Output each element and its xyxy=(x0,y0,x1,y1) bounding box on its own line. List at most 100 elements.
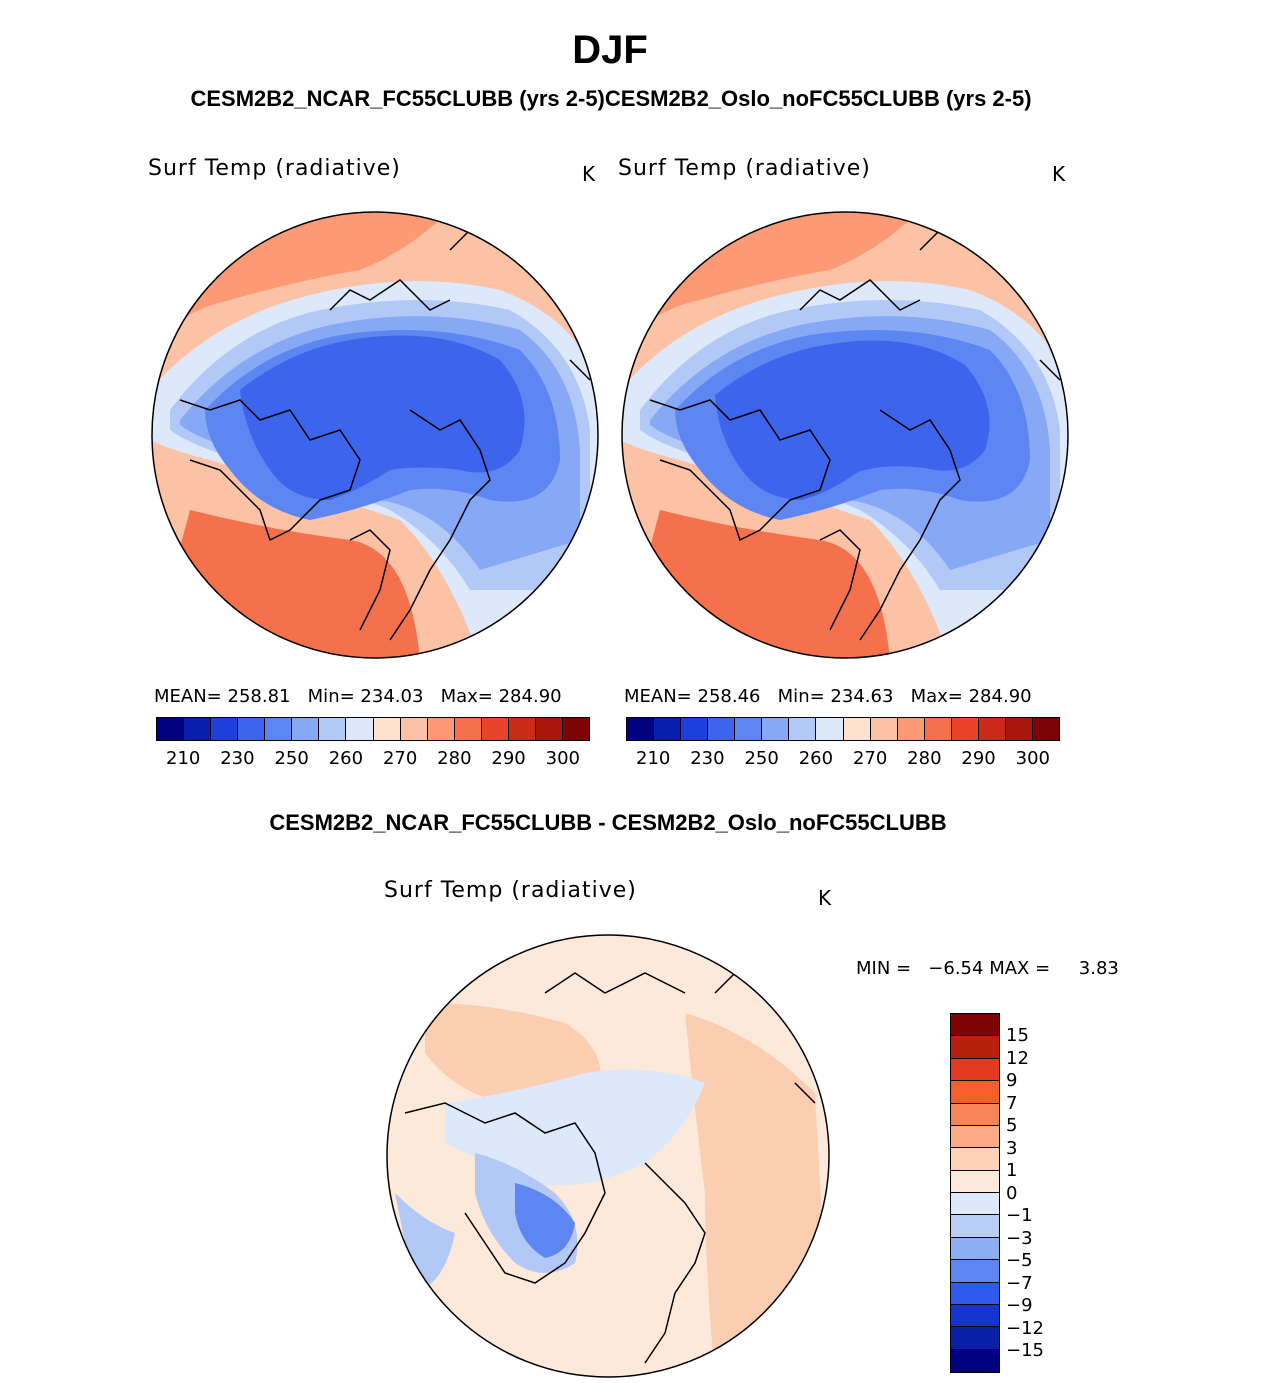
coastlines xyxy=(179,229,591,641)
colorbar-tick-label: 0 xyxy=(1006,1182,1018,1204)
colorbar-swatch xyxy=(951,718,979,740)
colorbar-swatch xyxy=(157,718,185,740)
colorbar-tick-label: 280 xyxy=(907,748,942,769)
diff-title: Surf Temp (radiative) xyxy=(384,878,637,903)
models-subtitle: CESM2B2_NCAR_FC55CLUBB (yrs 2-5)CESM2B2_… xyxy=(190,86,1032,111)
coastlines xyxy=(649,229,1061,641)
colorbar-tick-label: 270 xyxy=(852,748,888,769)
panel2-unit: K xyxy=(1052,162,1066,186)
colorbar-swatch xyxy=(627,718,655,740)
colorbar-swatch xyxy=(535,718,563,740)
colorbar-tick-label: 250 xyxy=(274,748,309,769)
colorbar-tick-label: 230 xyxy=(690,748,725,769)
diff-max-label: MAX = xyxy=(989,958,1051,979)
colorbar-tick-label: 15 xyxy=(1006,1025,1029,1046)
season-title: DJF xyxy=(572,28,648,72)
colorbar-tick-label: 230 xyxy=(220,748,255,769)
colorbar-swatch xyxy=(951,1125,999,1149)
colorbar-swatch xyxy=(654,718,682,740)
colorbar-swatch xyxy=(508,718,536,740)
diff-unit: K xyxy=(818,886,832,910)
colorbar-tick-label: −9 xyxy=(1006,1295,1033,1316)
colorbar-tick-label: 210 xyxy=(166,748,201,769)
colorbar-swatch xyxy=(708,718,736,740)
panel1-max-label: Max= xyxy=(440,686,493,707)
colorbar-swatch xyxy=(373,718,401,740)
colorbar-swatch xyxy=(319,718,347,740)
map-cold-deep xyxy=(240,335,525,500)
colorbar-tick-label: 300 xyxy=(545,748,580,769)
diff-stats: MIN = −6.54 MAX = 3.83 xyxy=(856,958,1119,979)
diff-colorbar-labels: 15 12 9 7 5 3 1 0 −1 −3 −5 −7 −9 −12 −15 xyxy=(1006,1025,1044,1363)
colorbar-tick-label: 280 xyxy=(437,748,472,769)
panel1-title: Surf Temp (radiative) xyxy=(148,156,401,181)
colorbar-swatch xyxy=(400,718,428,740)
colorbar-tick-label: 9 xyxy=(1006,1070,1018,1091)
panel1-max: 284.90 xyxy=(498,686,562,707)
colorbar-swatch xyxy=(951,1327,999,1350)
colorbar-tick-label: 12 xyxy=(1006,1047,1029,1069)
map-cold-deep xyxy=(715,340,990,500)
colorbar-swatch xyxy=(843,718,871,740)
panel2-stats: MEAN= 258.46 Min= 234.63 Max= 284.90 xyxy=(624,686,1032,707)
colorbar-swatch xyxy=(292,718,320,740)
colorbar-tick-label: −15 xyxy=(1006,1340,1044,1361)
colorbar-swatch xyxy=(211,718,239,740)
colorbar-swatch xyxy=(951,1193,999,1216)
colorbar-tick-label: −3 xyxy=(1006,1227,1033,1249)
colorbar-swatch xyxy=(951,1304,999,1328)
colorbar-swatch xyxy=(454,718,482,740)
panel2-min-label: Min= xyxy=(777,686,825,707)
colorbar-tick-label: 260 xyxy=(328,748,364,769)
colorbar-tick-label: 270 xyxy=(382,748,418,769)
panel1-unit: K xyxy=(582,162,596,186)
coastlines xyxy=(404,972,816,1364)
panel2-colorbar xyxy=(626,717,1060,741)
colorbar-swatch xyxy=(870,718,898,740)
colorbar-swatch xyxy=(184,718,212,740)
colorbar-swatch xyxy=(951,1081,999,1104)
colorbar-swatch xyxy=(1005,718,1033,740)
colorbar-swatch xyxy=(681,718,709,740)
panel2-mean-label: MEAN= xyxy=(624,686,692,707)
diff-min-label: MIN = xyxy=(856,958,912,979)
colorbar-swatch xyxy=(951,1170,999,1193)
colorbar-swatch xyxy=(951,1215,999,1238)
diff-map xyxy=(386,934,830,1378)
colorbar-tick-label: 1 xyxy=(1006,1160,1018,1181)
colorbar-swatch xyxy=(735,718,763,740)
colorbar-swatch xyxy=(265,718,293,740)
colorbar-swatch xyxy=(789,718,817,740)
panel1-min-label: Min= xyxy=(307,686,355,707)
panel1-colorbar xyxy=(156,717,590,741)
colorbar-swatch xyxy=(978,718,1006,740)
colorbar-tick-label: 260 xyxy=(798,748,834,769)
colorbar-swatch xyxy=(951,1036,999,1059)
colorbar-swatch xyxy=(951,1014,999,1037)
diff-cold-band xyxy=(445,1069,705,1186)
colorbar-swatch xyxy=(238,718,266,740)
panel2-mean: 258.46 xyxy=(697,686,761,707)
colorbar-tick-label: 7 xyxy=(1006,1092,1018,1114)
colorbar-swatch xyxy=(762,718,790,740)
colorbar-swatch xyxy=(1032,718,1059,740)
panel2-max: 284.90 xyxy=(968,686,1032,707)
colorbar-swatch xyxy=(427,718,455,740)
colorbar-tick-label: −12 xyxy=(1006,1317,1044,1339)
colorbar-swatch xyxy=(816,718,844,740)
panel2-map xyxy=(621,211,1069,659)
diff-subtitle: CESM2B2_NCAR_FC55CLUBB - CESM2B2_Oslo_no… xyxy=(269,810,947,835)
colorbar-swatch xyxy=(562,718,589,740)
colorbar-swatch xyxy=(897,718,925,740)
panel1-colorbar-labels: 210 230 250 260 270 280 290 300 xyxy=(166,748,580,769)
panel1-min: 234.03 xyxy=(360,686,424,707)
colorbar-swatch xyxy=(951,1260,999,1283)
colorbar-swatch xyxy=(346,718,374,740)
colorbar-tick-label: 250 xyxy=(744,748,779,769)
colorbar-tick-label: −1 xyxy=(1006,1205,1033,1226)
diff-cold-core xyxy=(515,1183,575,1258)
colorbar-swatch xyxy=(951,1058,999,1082)
panel2-min: 234.63 xyxy=(830,686,894,707)
panel2-max-label: Max= xyxy=(910,686,963,707)
colorbar-tick-label: 3 xyxy=(1006,1137,1018,1159)
